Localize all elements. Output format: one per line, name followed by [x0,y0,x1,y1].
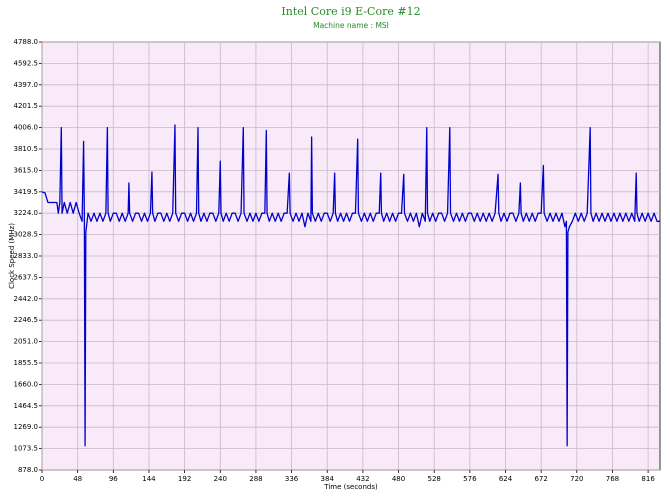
x-tick-label: 768 [606,475,619,483]
y-tick-label: 2637.5 [14,273,39,281]
x-tick-label: 192 [178,475,191,483]
y-tick-label: 4788.0 [14,38,39,46]
y-tick-label: 2833.0 [14,252,39,260]
x-tick-label: 528 [428,475,441,483]
x-tick-label: 720 [570,475,583,483]
y-tick-label: 4006.0 [14,124,39,132]
x-tick-label: 432 [356,475,369,483]
y-tick-label: 4592.5 [14,59,39,67]
x-tick-label: 144 [142,475,156,483]
y-tick-label: 2442.0 [14,295,39,303]
x-tick-label: 48 [73,475,82,483]
y-tick-label: 1464.5 [14,402,39,410]
x-tick-label: 0 [40,475,44,483]
x-tick-label: 480 [392,475,405,483]
x-tick-label: 672 [534,475,547,483]
x-tick-label: 96 [109,475,118,483]
x-axis-label: Time (seconds) [323,483,378,491]
y-tick-label: 878.0 [18,466,38,474]
y-tick-label: 2051.0 [14,338,39,346]
x-tick-label: 624 [499,475,513,483]
y-tick-label: 3419.5 [14,188,39,196]
y-tick-label: 2246.5 [14,316,39,324]
x-tick-label: 288 [249,475,262,483]
chart-title: Intel Core i9 E-Core #12 [281,5,420,18]
y-tick-label: 3224.0 [14,209,39,217]
x-tick-label: 816 [641,475,655,483]
y-tick-label: 1073.5 [14,445,39,453]
y-tick-label: 3810.5 [14,145,39,153]
chart-subtitle: Machine name : MSI [313,21,389,30]
y-tick-label: 4201.5 [14,102,39,110]
x-tick-label: 384 [321,475,335,483]
line-series [41,124,660,447]
x-tick-label: 240 [214,475,227,483]
y-tick-label: 4397.0 [14,81,39,89]
y-tick-label: 3028.5 [14,231,39,239]
y-tick-label: 1855.5 [14,359,39,367]
x-tick-label: 336 [285,475,299,483]
y-tick-label: 1660.0 [14,380,39,388]
y-tick-label: 1269.0 [14,423,39,431]
x-tick-label: 576 [463,475,477,483]
y-tick-label: 3615.0 [14,166,39,174]
y-axis-label: Clock Speed (MHz) [8,223,16,289]
